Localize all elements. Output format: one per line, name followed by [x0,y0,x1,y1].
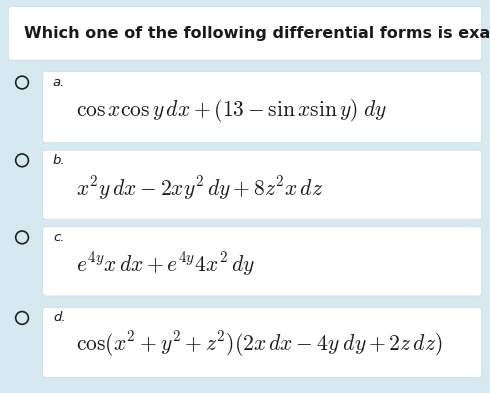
Text: $\cos x\cos y\,dx+(13-\sin x\sin y)\;dy$: $\cos x\cos y\,dx+(13-\sin x\sin y)\;dy$ [76,97,387,123]
Text: d.: d. [53,311,66,325]
Text: $e^{4y}x\,dx+e^{4y}4x^2\,dy$: $e^{4y}x\,dx+e^{4y}4x^2\,dy$ [76,250,255,278]
Text: $x^2y\,dx-2xy^2\,dy+8z^2x\,dz$: $x^2y\,dx-2xy^2\,dy+8z^2x\,dz$ [76,174,323,202]
Text: Which one of the following differential forms is exact?: Which one of the following differential … [24,26,490,41]
Text: a.: a. [53,76,65,89]
Text: b.: b. [53,154,66,167]
Text: c.: c. [53,231,64,244]
FancyBboxPatch shape [43,227,482,296]
Text: $\cos(x^2+y^2+z^2)(2x\,dx-4y\;dy+2z\,dz)$: $\cos(x^2+y^2+z^2)(2x\,dx-4y\;dy+2z\,dz)… [76,329,442,359]
FancyBboxPatch shape [8,7,482,60]
FancyBboxPatch shape [43,72,482,143]
FancyBboxPatch shape [43,307,482,377]
FancyBboxPatch shape [43,150,482,219]
